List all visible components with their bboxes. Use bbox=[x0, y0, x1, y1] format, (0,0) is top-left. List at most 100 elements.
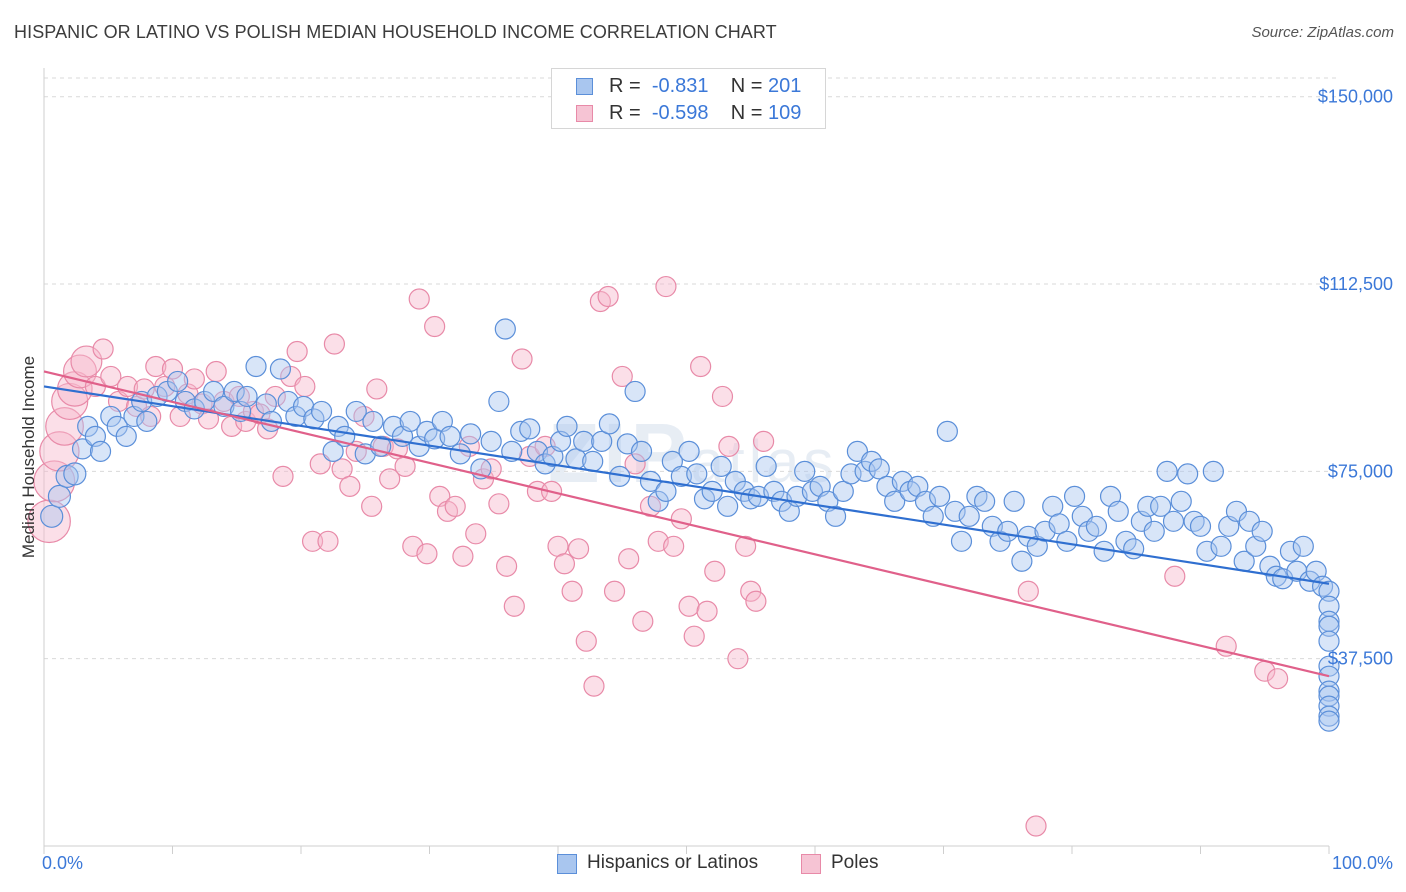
hispanic-point bbox=[655, 480, 677, 502]
hispanic-point bbox=[100, 405, 122, 428]
hispanic-point bbox=[167, 370, 189, 393]
poles-point bbox=[488, 493, 510, 515]
hispanic-point bbox=[269, 358, 292, 380]
poles-point bbox=[752, 430, 775, 452]
legend-r-value: -0.598 bbox=[651, 102, 709, 124]
poles-point bbox=[503, 595, 525, 617]
hispanic-point bbox=[115, 425, 137, 447]
poles-point bbox=[379, 468, 401, 490]
hispanic-point bbox=[449, 443, 471, 465]
hispanic-point bbox=[1318, 710, 1340, 732]
hispanic-point bbox=[136, 410, 158, 433]
hispanic-point bbox=[1048, 513, 1070, 535]
y-tick-label: $37,500 bbox=[1328, 649, 1393, 669]
poles-point bbox=[452, 545, 474, 567]
hispanic-point bbox=[1137, 495, 1159, 517]
bottom-swatch-pink bbox=[801, 854, 821, 874]
legend-swatch-blue bbox=[576, 78, 593, 95]
y-tick-label: $112,500 bbox=[1319, 274, 1393, 294]
hispanic-point bbox=[1063, 485, 1086, 507]
hispanic-point bbox=[598, 413, 621, 435]
hispanic-point bbox=[884, 490, 906, 512]
poles-point bbox=[286, 340, 308, 363]
hispanic-point bbox=[1107, 500, 1129, 522]
legend-n-label: N = bbox=[730, 102, 763, 124]
poles-point bbox=[740, 580, 762, 602]
hispanic-point bbox=[213, 395, 235, 418]
poles-point bbox=[424, 315, 446, 338]
hispanic-point bbox=[89, 440, 112, 462]
hispanic-point bbox=[832, 480, 854, 502]
hispanic-point bbox=[63, 462, 87, 486]
hispanic-point bbox=[974, 490, 996, 512]
poles-point bbox=[339, 475, 361, 497]
hispanic-point bbox=[439, 425, 461, 447]
hispanic-point bbox=[717, 495, 739, 517]
hispanic-point bbox=[678, 440, 700, 462]
y-axis-label: Median Household Income bbox=[19, 356, 38, 558]
hispanic-point bbox=[1156, 460, 1178, 482]
hispanic-point bbox=[950, 530, 973, 552]
hispanic-point bbox=[480, 430, 502, 452]
bottom-legend-label-poles: Poles bbox=[831, 852, 879, 873]
poles-point bbox=[567, 538, 590, 560]
hispanic-point bbox=[399, 410, 421, 433]
poles-points bbox=[27, 275, 1289, 837]
poles-point bbox=[496, 555, 518, 577]
trend-lines bbox=[43, 370, 1330, 678]
hispanic-point bbox=[47, 484, 72, 508]
legend-r-label: R = bbox=[609, 75, 641, 97]
x-tick-label: 100.0% bbox=[1332, 853, 1393, 873]
legend-r-value: -0.831 bbox=[651, 75, 709, 97]
poles-point bbox=[465, 523, 487, 545]
poles-point bbox=[408, 288, 430, 310]
poles-point bbox=[1266, 668, 1289, 690]
hispanic-point bbox=[944, 500, 966, 522]
hispanic-point bbox=[824, 505, 847, 527]
hispanic-point bbox=[573, 430, 595, 452]
hispanic-point bbox=[1292, 535, 1314, 557]
hispanic-point bbox=[701, 480, 723, 502]
hispanic-point bbox=[868, 458, 890, 480]
chart-title: HISPANIC OR LATINO VS POLISH MEDIAN HOUS… bbox=[14, 22, 777, 42]
hispanic-point bbox=[416, 420, 438, 443]
watermark-sub: atlas bbox=[690, 428, 838, 495]
poles-point bbox=[735, 535, 757, 557]
poles-point bbox=[711, 385, 734, 408]
watermark: ZIPatlas bbox=[548, 405, 837, 502]
poles-point bbox=[92, 338, 114, 360]
poles-point bbox=[45, 407, 84, 446]
watermark-main: ZIP bbox=[548, 406, 691, 500]
legend-swatch-pink bbox=[576, 105, 593, 122]
hispanic-point bbox=[1056, 530, 1078, 552]
poles-point bbox=[553, 553, 576, 575]
poles-point bbox=[575, 630, 597, 652]
hispanic-point bbox=[1170, 490, 1192, 512]
poles-point bbox=[624, 453, 646, 475]
hispanic-point bbox=[40, 504, 64, 528]
y-tick-label: $75,000 bbox=[1328, 461, 1393, 481]
hispanic-point bbox=[494, 318, 516, 340]
legend-n-value: 109 bbox=[768, 102, 802, 124]
poles-point bbox=[1017, 580, 1039, 602]
hispanic-point bbox=[1162, 510, 1185, 532]
poles-point bbox=[331, 458, 353, 480]
hispanic-point bbox=[710, 455, 732, 477]
source-credit: Source: ZipAtlas.com bbox=[1251, 24, 1394, 41]
y-tick-label: $150,000 bbox=[1318, 87, 1393, 107]
legend-n-value: 201 bbox=[768, 75, 802, 97]
legend-n-label: N = bbox=[730, 75, 763, 97]
poles-point bbox=[632, 610, 654, 632]
poles-trend-line bbox=[43, 370, 1330, 678]
poles-point bbox=[655, 275, 677, 298]
hispanic-point bbox=[1177, 463, 1199, 485]
hispanic-point bbox=[1011, 550, 1033, 572]
hispanic-point bbox=[1085, 515, 1108, 537]
poles-point bbox=[1164, 565, 1186, 587]
hispanic-point bbox=[1143, 520, 1165, 542]
poles-point bbox=[317, 530, 339, 552]
hispanic-point bbox=[236, 385, 258, 408]
hispanic-point bbox=[71, 438, 94, 460]
poles-point bbox=[727, 648, 749, 670]
hispanic-point bbox=[1189, 515, 1212, 537]
